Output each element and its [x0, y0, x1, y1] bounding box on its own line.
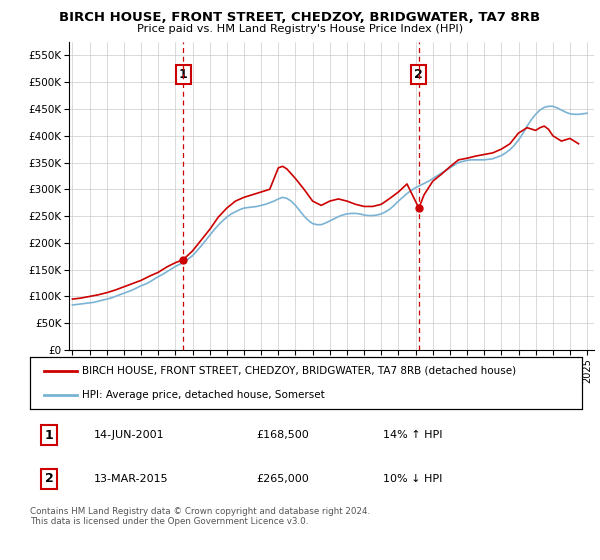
Text: Contains HM Land Registry data © Crown copyright and database right 2024.
This d: Contains HM Land Registry data © Crown c… [30, 507, 370, 526]
Text: £168,500: £168,500 [256, 430, 309, 440]
Text: BIRCH HOUSE, FRONT STREET, CHEDZOY, BRIDGWATER, TA7 8RB: BIRCH HOUSE, FRONT STREET, CHEDZOY, BRID… [59, 11, 541, 24]
Text: 10% ↓ HPI: 10% ↓ HPI [383, 474, 443, 484]
Text: 13-MAR-2015: 13-MAR-2015 [94, 474, 168, 484]
Text: 14% ↑ HPI: 14% ↑ HPI [383, 430, 443, 440]
Text: £265,000: £265,000 [256, 474, 309, 484]
Text: BIRCH HOUSE, FRONT STREET, CHEDZOY, BRIDGWATER, TA7 8RB (detached house): BIRCH HOUSE, FRONT STREET, CHEDZOY, BRID… [82, 366, 517, 376]
Text: 1: 1 [45, 429, 53, 442]
Text: Price paid vs. HM Land Registry's House Price Index (HPI): Price paid vs. HM Land Registry's House … [137, 24, 463, 34]
Text: HPI: Average price, detached house, Somerset: HPI: Average price, detached house, Some… [82, 390, 325, 400]
Text: 1: 1 [179, 68, 187, 81]
Text: 14-JUN-2001: 14-JUN-2001 [94, 430, 164, 440]
Text: 2: 2 [415, 68, 423, 81]
Text: 2: 2 [45, 472, 53, 485]
